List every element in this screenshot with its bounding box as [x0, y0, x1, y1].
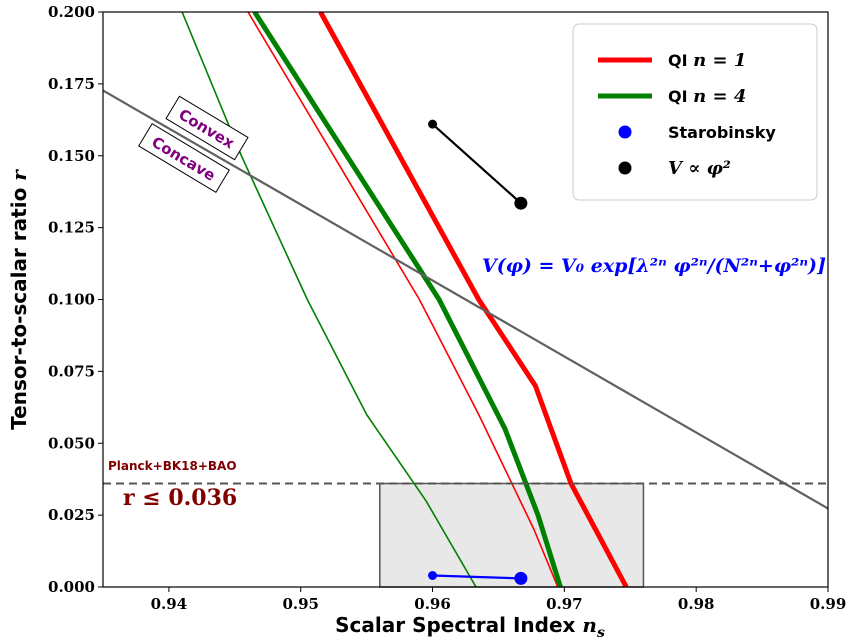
- series-line-0: [318, 12, 629, 587]
- constraint-dataset-label: Planck+BK18+BAO: [108, 459, 237, 473]
- series-5-marker-1: [514, 571, 528, 585]
- legend: QI n = 1 QI n = 4 Starobinsky V ∝ φ²: [572, 23, 818, 201]
- x-tick-label: 0.96: [414, 595, 451, 613]
- y-tick-label: 0.075: [48, 362, 95, 380]
- y-axis-label: Tensor-to-scalar ratio r: [7, 169, 31, 430]
- x-tick-label: 0.99: [810, 595, 847, 613]
- legend-label-3: V ∝ φ²: [668, 158, 731, 179]
- y-tick-label: 0.000: [48, 578, 95, 596]
- y-tick-label: 0.125: [48, 219, 95, 237]
- legend-marker-2: [618, 125, 632, 139]
- y-tick-label: 0.050: [48, 434, 95, 452]
- legend-marker-3: [618, 161, 632, 175]
- x-tick-label: 0.98: [678, 595, 715, 613]
- potential-formula: V(φ) = V₀ exp[λ²ⁿ φ²ⁿ/(N²ⁿ+φ²ⁿ)]: [482, 255, 826, 277]
- legend-label-0: QI n = 1: [668, 50, 746, 71]
- x-axis-label: Scalar Spectral Index ns: [335, 613, 605, 640]
- series-6-marker-0: [428, 119, 438, 129]
- y-ticks: 0.000 0.025 0.050 0.075 0.100 0.125 0.150 0.175…: [48, 3, 103, 596]
- series-layer: [103, 12, 828, 587]
- shaded-region: [379, 482, 645, 588]
- series-line-5: [432, 574, 521, 580]
- series-line-2: [252, 12, 563, 587]
- series-line-4: [103, 89, 828, 510]
- constraint-inequality-label: r ≤ 0.036: [123, 485, 237, 511]
- x-tick-label: 0.94: [151, 595, 188, 613]
- series-5-marker-0: [428, 571, 438, 580]
- x-ticks: 0.94 0.95 0.96 0.97 0.98 0.99: [151, 587, 847, 613]
- series-line-6: [431, 123, 522, 205]
- legend-label-1: QI n = 4: [668, 86, 746, 107]
- x-tick-label: 0.95: [282, 595, 319, 613]
- series-line-1: [247, 12, 559, 587]
- y-tick-label: 0.150: [48, 147, 95, 165]
- y-tick-label: 0.100: [48, 291, 95, 309]
- y-tick-label: 0.175: [48, 75, 95, 93]
- series-6-marker-1: [514, 196, 528, 210]
- legend-box: [572, 23, 818, 201]
- allowed-region-rect: [379, 482, 645, 588]
- y-tick-label: 0.025: [48, 506, 95, 524]
- y-tick-label: 0.200: [48, 3, 95, 21]
- legend-label-2: Starobinsky: [668, 123, 776, 142]
- x-tick-label: 0.97: [546, 595, 583, 613]
